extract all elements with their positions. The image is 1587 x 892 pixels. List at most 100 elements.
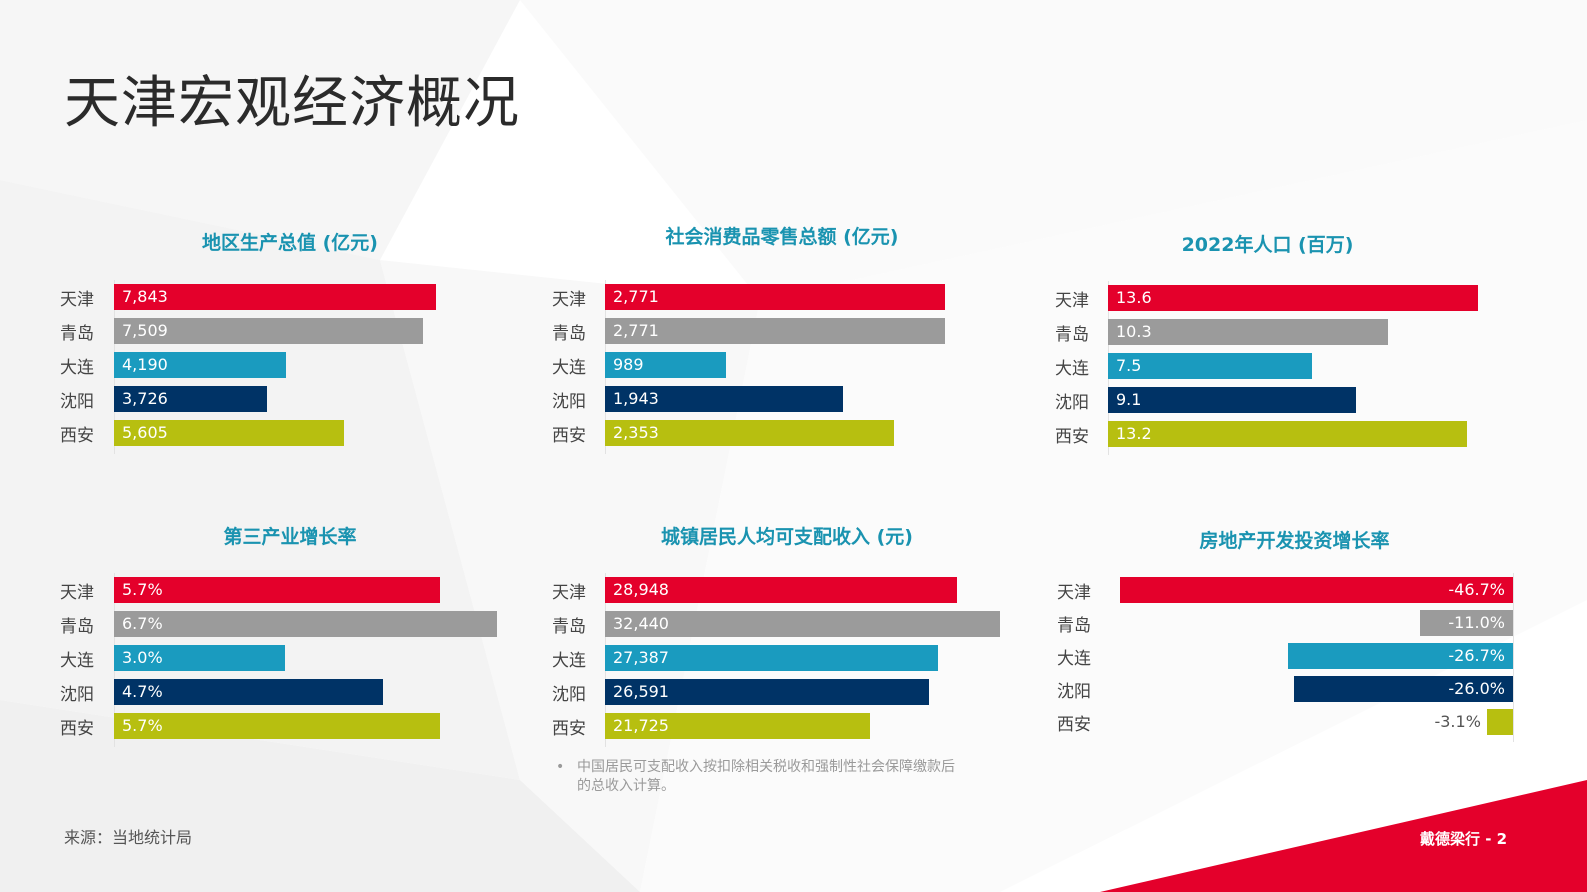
bar bbox=[1119, 577, 1513, 603]
category-label: 沈阳 bbox=[552, 392, 586, 412]
chart-panel-1: 地区生产总值 (亿元) 天津 7,843 青岛 7,509 大连 4,190 沈阳 3,726 西… bbox=[60, 228, 520, 458]
data-label: 7,509 bbox=[122, 321, 168, 340]
bar bbox=[605, 318, 945, 344]
bar bbox=[605, 645, 939, 671]
chart-baseline bbox=[1513, 573, 1514, 742]
data-label: 27,387 bbox=[613, 648, 669, 667]
data-label: 5,605 bbox=[122, 423, 168, 442]
bar bbox=[605, 420, 894, 446]
category-label: 青岛 bbox=[60, 617, 94, 637]
data-label: 13.6 bbox=[1116, 288, 1152, 307]
bar bbox=[114, 386, 268, 412]
data-label: -11.0% bbox=[1448, 613, 1505, 632]
bar bbox=[114, 679, 383, 705]
bar bbox=[114, 611, 497, 637]
chart-title: 房地产开发投资增长率 bbox=[1199, 530, 1390, 552]
bar bbox=[605, 577, 958, 603]
data-label: -26.7% bbox=[1448, 646, 1505, 665]
data-label: 26,591 bbox=[613, 682, 669, 701]
chart-title: 社会消费品零售总额 (亿元) bbox=[665, 226, 899, 248]
data-label: 28,948 bbox=[613, 580, 669, 599]
bar bbox=[114, 318, 423, 344]
data-label: 3,726 bbox=[122, 389, 168, 408]
category-label: 天津 bbox=[552, 290, 586, 310]
bar bbox=[1293, 676, 1513, 702]
category-label: 大连 bbox=[552, 358, 586, 378]
category-label: 大连 bbox=[1055, 359, 1089, 379]
chart-title: 地区生产总值 (亿元) bbox=[202, 232, 378, 254]
category-label: 青岛 bbox=[60, 324, 94, 344]
bar bbox=[1108, 285, 1479, 311]
chart-panel-5: 城镇居民人均可支配收入 (元) 天津 28,948 青岛 32,440 大连 27,387 沈… bbox=[552, 522, 1022, 752]
category-label: 西安 bbox=[1057, 715, 1091, 735]
category-label: 大连 bbox=[60, 651, 94, 671]
bar bbox=[605, 284, 945, 310]
category-label: 西安 bbox=[1055, 427, 1089, 447]
category-label: 天津 bbox=[1055, 291, 1089, 311]
category-label: 沈阳 bbox=[552, 685, 586, 705]
footnote-bullet: • bbox=[556, 759, 565, 775]
bar bbox=[114, 352, 287, 378]
data-label: 9.1 bbox=[1116, 390, 1142, 409]
category-label: 天津 bbox=[1057, 583, 1091, 603]
category-label: 天津 bbox=[60, 583, 94, 603]
data-label: 32,440 bbox=[613, 614, 669, 633]
data-label: 6.7% bbox=[122, 614, 163, 633]
category-label: 青岛 bbox=[552, 617, 586, 637]
category-label: 青岛 bbox=[1057, 616, 1091, 636]
category-label: 沈阳 bbox=[60, 685, 94, 705]
bar bbox=[1108, 421, 1468, 447]
bar bbox=[605, 386, 844, 412]
data-label: 4.7% bbox=[122, 682, 163, 701]
data-label: -46.7% bbox=[1448, 580, 1505, 599]
data-label: -3.1% bbox=[1434, 712, 1481, 731]
bar bbox=[114, 645, 286, 671]
category-label: 沈阳 bbox=[1057, 682, 1091, 702]
bar bbox=[1420, 610, 1513, 636]
data-label: 2,771 bbox=[613, 287, 659, 306]
category-label: 天津 bbox=[552, 583, 586, 603]
red-corner-accent bbox=[1100, 780, 1587, 892]
data-label: 13.2 bbox=[1116, 424, 1152, 443]
bar bbox=[605, 713, 870, 739]
category-label: 大连 bbox=[1057, 649, 1091, 669]
chart-panel-3: 2022年人口 (百万) 天津 13.6 青岛 10.3 大连 7.5 沈阳 9.1 西安 13.2 bbox=[1055, 230, 1480, 460]
data-label: 4,190 bbox=[122, 355, 168, 374]
data-label: 989 bbox=[613, 355, 644, 374]
bar bbox=[605, 352, 727, 378]
bar bbox=[1486, 709, 1513, 735]
data-label: -26.0% bbox=[1448, 679, 1505, 698]
chart-panel-4: 第三产业增长率 天津 5.7% 青岛 6.7% 大连 3.0% 沈阳 4.7% 西安 5.7% bbox=[60, 522, 520, 752]
data-label: 1,943 bbox=[613, 389, 659, 408]
data-label: 7.5 bbox=[1116, 356, 1142, 375]
category-label: 青岛 bbox=[552, 324, 586, 344]
bar bbox=[1108, 353, 1313, 379]
category-label: 大连 bbox=[60, 358, 94, 378]
chart-panel-6: 房地产开发投资增长率天津 -46.7% 青岛 -11.0% 大连 -26.7% 沈阳 -26.… bbox=[1057, 526, 1532, 756]
source-note: 来源：当地统计局 bbox=[64, 828, 193, 847]
category-label: 天津 bbox=[60, 290, 94, 310]
chart-title: 城镇居民人均可支配收入 (元) bbox=[661, 526, 913, 548]
data-label: 7,843 bbox=[122, 287, 168, 306]
data-label: 5.7% bbox=[122, 580, 163, 599]
footnote-text: 中国居民可支配收入按扣除相关税收和强制性社会保障缴款后的总收入计算。 bbox=[577, 759, 955, 794]
category-label: 西安 bbox=[60, 426, 94, 446]
data-label: 5.7% bbox=[122, 716, 163, 735]
category-label: 西安 bbox=[60, 719, 94, 739]
brand-page-number: 戴德梁行 - 2 bbox=[1420, 830, 1508, 848]
category-label: 大连 bbox=[552, 651, 586, 671]
bar bbox=[114, 284, 437, 310]
page-title: 天津宏观经济概况 bbox=[64, 71, 520, 136]
data-label: 21,725 bbox=[613, 716, 669, 735]
category-label: 西安 bbox=[552, 719, 586, 739]
category-label: 青岛 bbox=[1055, 325, 1089, 345]
bar bbox=[605, 679, 929, 705]
bar bbox=[1288, 643, 1513, 669]
data-label: 10.3 bbox=[1116, 322, 1152, 341]
bar bbox=[605, 611, 1000, 637]
bar bbox=[114, 420, 345, 446]
chart-panel-2: 社会消费品零售总额 (亿元) 天津 2,771 青岛 2,771 大连 989 沈阳 1,943… bbox=[552, 222, 1012, 454]
bar bbox=[1108, 319, 1389, 345]
bar bbox=[1108, 387, 1356, 413]
bar bbox=[114, 713, 440, 739]
